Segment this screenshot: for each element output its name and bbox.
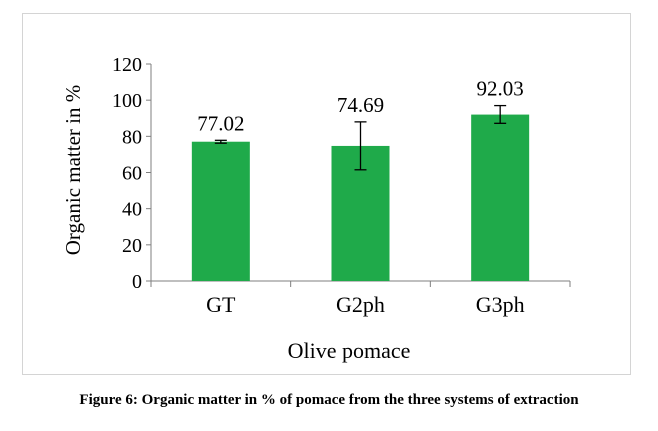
y-tick-label: 120 (112, 54, 142, 76)
y-tick-label: 80 (122, 126, 142, 148)
chart-labels: 77.02 GT 74.69 G2ph 92.03 G3ph (197, 77, 524, 317)
x-tick-label: G3ph (476, 292, 525, 317)
bar-chart: 0 20 40 60 80 100 120 77.02 GT 74.69 G2ph 92.03 G3p… (61, 54, 571, 363)
chart-bars (191, 104, 530, 281)
data-label: 74.69 (337, 93, 384, 117)
bar-gt (191, 141, 250, 281)
y-tick-label: 100 (112, 90, 142, 112)
y-tick-label: 40 (122, 199, 142, 221)
bar-g3ph (471, 114, 530, 281)
x-axis-label: Olive pomace (288, 338, 411, 363)
y-tick-label: 20 (122, 235, 142, 257)
y-axis-label: Organic matter in % (61, 85, 85, 255)
chart-frame (22, 13, 631, 375)
data-label: 77.02 (197, 111, 244, 135)
data-label: 92.03 (477, 77, 524, 101)
x-tick-label: GT (206, 292, 236, 317)
y-tick-label: 60 (122, 163, 142, 185)
x-tick-label: G2ph (336, 292, 385, 317)
figure-caption: Figure 6: Organic matter in % of pomace … (79, 392, 579, 408)
y-tick-label: 0 (132, 271, 142, 293)
